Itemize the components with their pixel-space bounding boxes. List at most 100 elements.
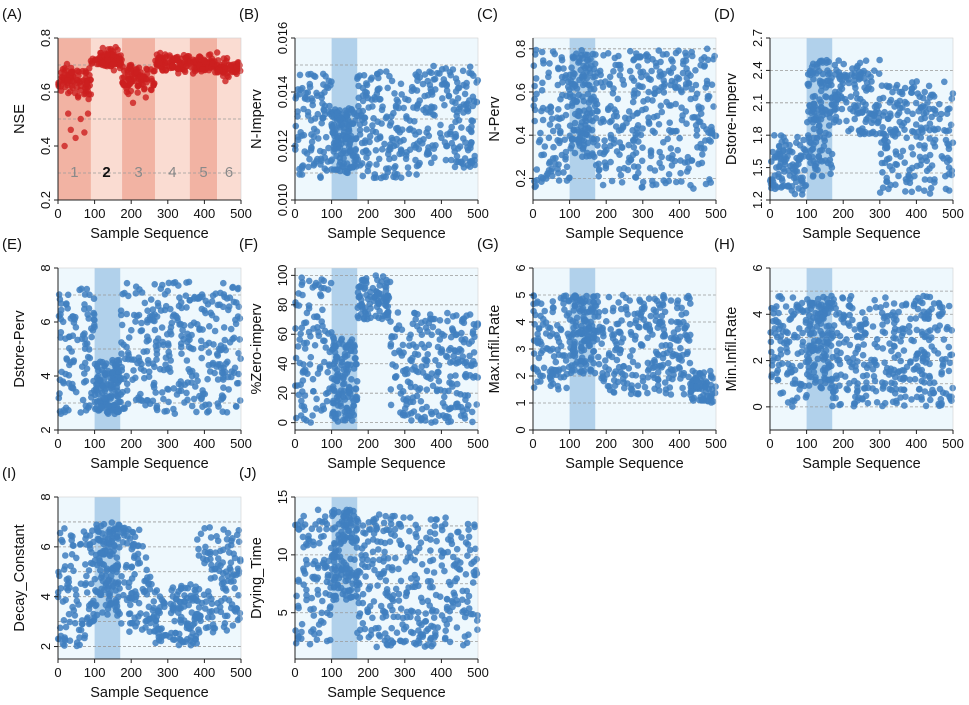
data-point	[432, 408, 440, 416]
data-point	[819, 366, 827, 374]
data-point	[635, 82, 642, 89]
data-point	[302, 366, 309, 374]
data-point	[204, 375, 211, 383]
data-point	[771, 325, 779, 332]
data-point	[615, 127, 623, 134]
data-point	[621, 164, 628, 172]
data-point	[460, 315, 468, 322]
x-tick-label: 400	[431, 436, 453, 451]
data-point	[539, 116, 547, 124]
data-point	[800, 136, 807, 144]
data-point	[785, 147, 792, 155]
data-point	[435, 328, 442, 336]
data-point	[707, 372, 715, 380]
data-point	[205, 349, 213, 356]
data-point	[359, 92, 367, 99]
data-point	[308, 145, 315, 152]
data-point	[452, 130, 459, 138]
data-point	[646, 164, 654, 172]
data-point	[303, 150, 311, 157]
x-tick-label: 400	[194, 206, 216, 221]
data-point	[178, 332, 185, 340]
data-point	[223, 54, 231, 62]
data-point	[549, 345, 556, 353]
data-point	[619, 76, 626, 84]
data-point	[64, 291, 72, 299]
data-point	[233, 70, 240, 78]
data-point	[668, 56, 675, 63]
data-point	[58, 306, 65, 314]
data-point	[804, 132, 812, 139]
data-point	[72, 586, 79, 593]
data-point	[533, 176, 541, 184]
data-point	[338, 355, 346, 363]
data-point	[299, 291, 306, 299]
stage-label: 1	[70, 164, 78, 181]
data-point	[453, 389, 461, 397]
data-point	[341, 120, 349, 127]
data-point	[926, 293, 934, 301]
data-point	[462, 139, 469, 146]
data-point	[801, 182, 809, 190]
x-tick-label: 100	[559, 206, 581, 221]
data-point	[293, 92, 300, 99]
data-point	[835, 57, 842, 64]
data-point	[887, 112, 894, 120]
data-point	[772, 316, 779, 324]
data-point	[419, 80, 427, 88]
data-point	[869, 323, 877, 330]
data-point	[227, 325, 235, 333]
data-point	[69, 332, 77, 340]
data-point	[815, 67, 823, 75]
data-point	[817, 383, 824, 391]
data-point	[692, 67, 699, 74]
data-point	[831, 105, 839, 113]
x-tick-label: 400	[431, 206, 453, 221]
data-point	[660, 70, 667, 78]
panel-label: (A)	[2, 6, 22, 23]
data-point	[883, 174, 890, 182]
data-point	[655, 121, 663, 128]
data-point	[679, 384, 686, 392]
data-point	[916, 93, 923, 100]
data-point	[320, 337, 327, 345]
data-point	[114, 525, 121, 532]
data-point	[220, 384, 227, 392]
data-point	[142, 94, 149, 101]
data-point	[902, 188, 909, 195]
data-point	[183, 389, 190, 397]
data-point	[470, 97, 478, 105]
data-point	[556, 137, 564, 145]
data-point	[469, 117, 477, 125]
data-point	[546, 121, 554, 128]
data-point	[847, 125, 855, 133]
data-point	[132, 374, 139, 382]
data-point	[81, 301, 88, 308]
data-point	[383, 68, 390, 75]
data-point	[83, 69, 90, 76]
data-point	[310, 133, 318, 140]
data-point	[775, 142, 783, 150]
data-point	[62, 404, 70, 412]
data-point	[578, 47, 585, 54]
data-point	[612, 109, 620, 116]
data-point	[862, 57, 870, 64]
data-point	[152, 389, 159, 396]
data-point	[634, 362, 642, 369]
data-point	[458, 124, 465, 131]
data-point	[819, 59, 826, 66]
data-point	[418, 340, 426, 348]
data-point	[942, 172, 949, 180]
data-point	[881, 399, 889, 407]
data-point	[808, 63, 816, 71]
data-point	[78, 285, 85, 293]
data-point	[345, 143, 353, 151]
data-point	[376, 96, 383, 103]
data-point	[897, 338, 904, 345]
data-point	[823, 77, 831, 85]
data-point	[198, 354, 205, 362]
data-point	[461, 336, 469, 343]
data-point	[383, 113, 391, 120]
data-point	[654, 369, 662, 376]
